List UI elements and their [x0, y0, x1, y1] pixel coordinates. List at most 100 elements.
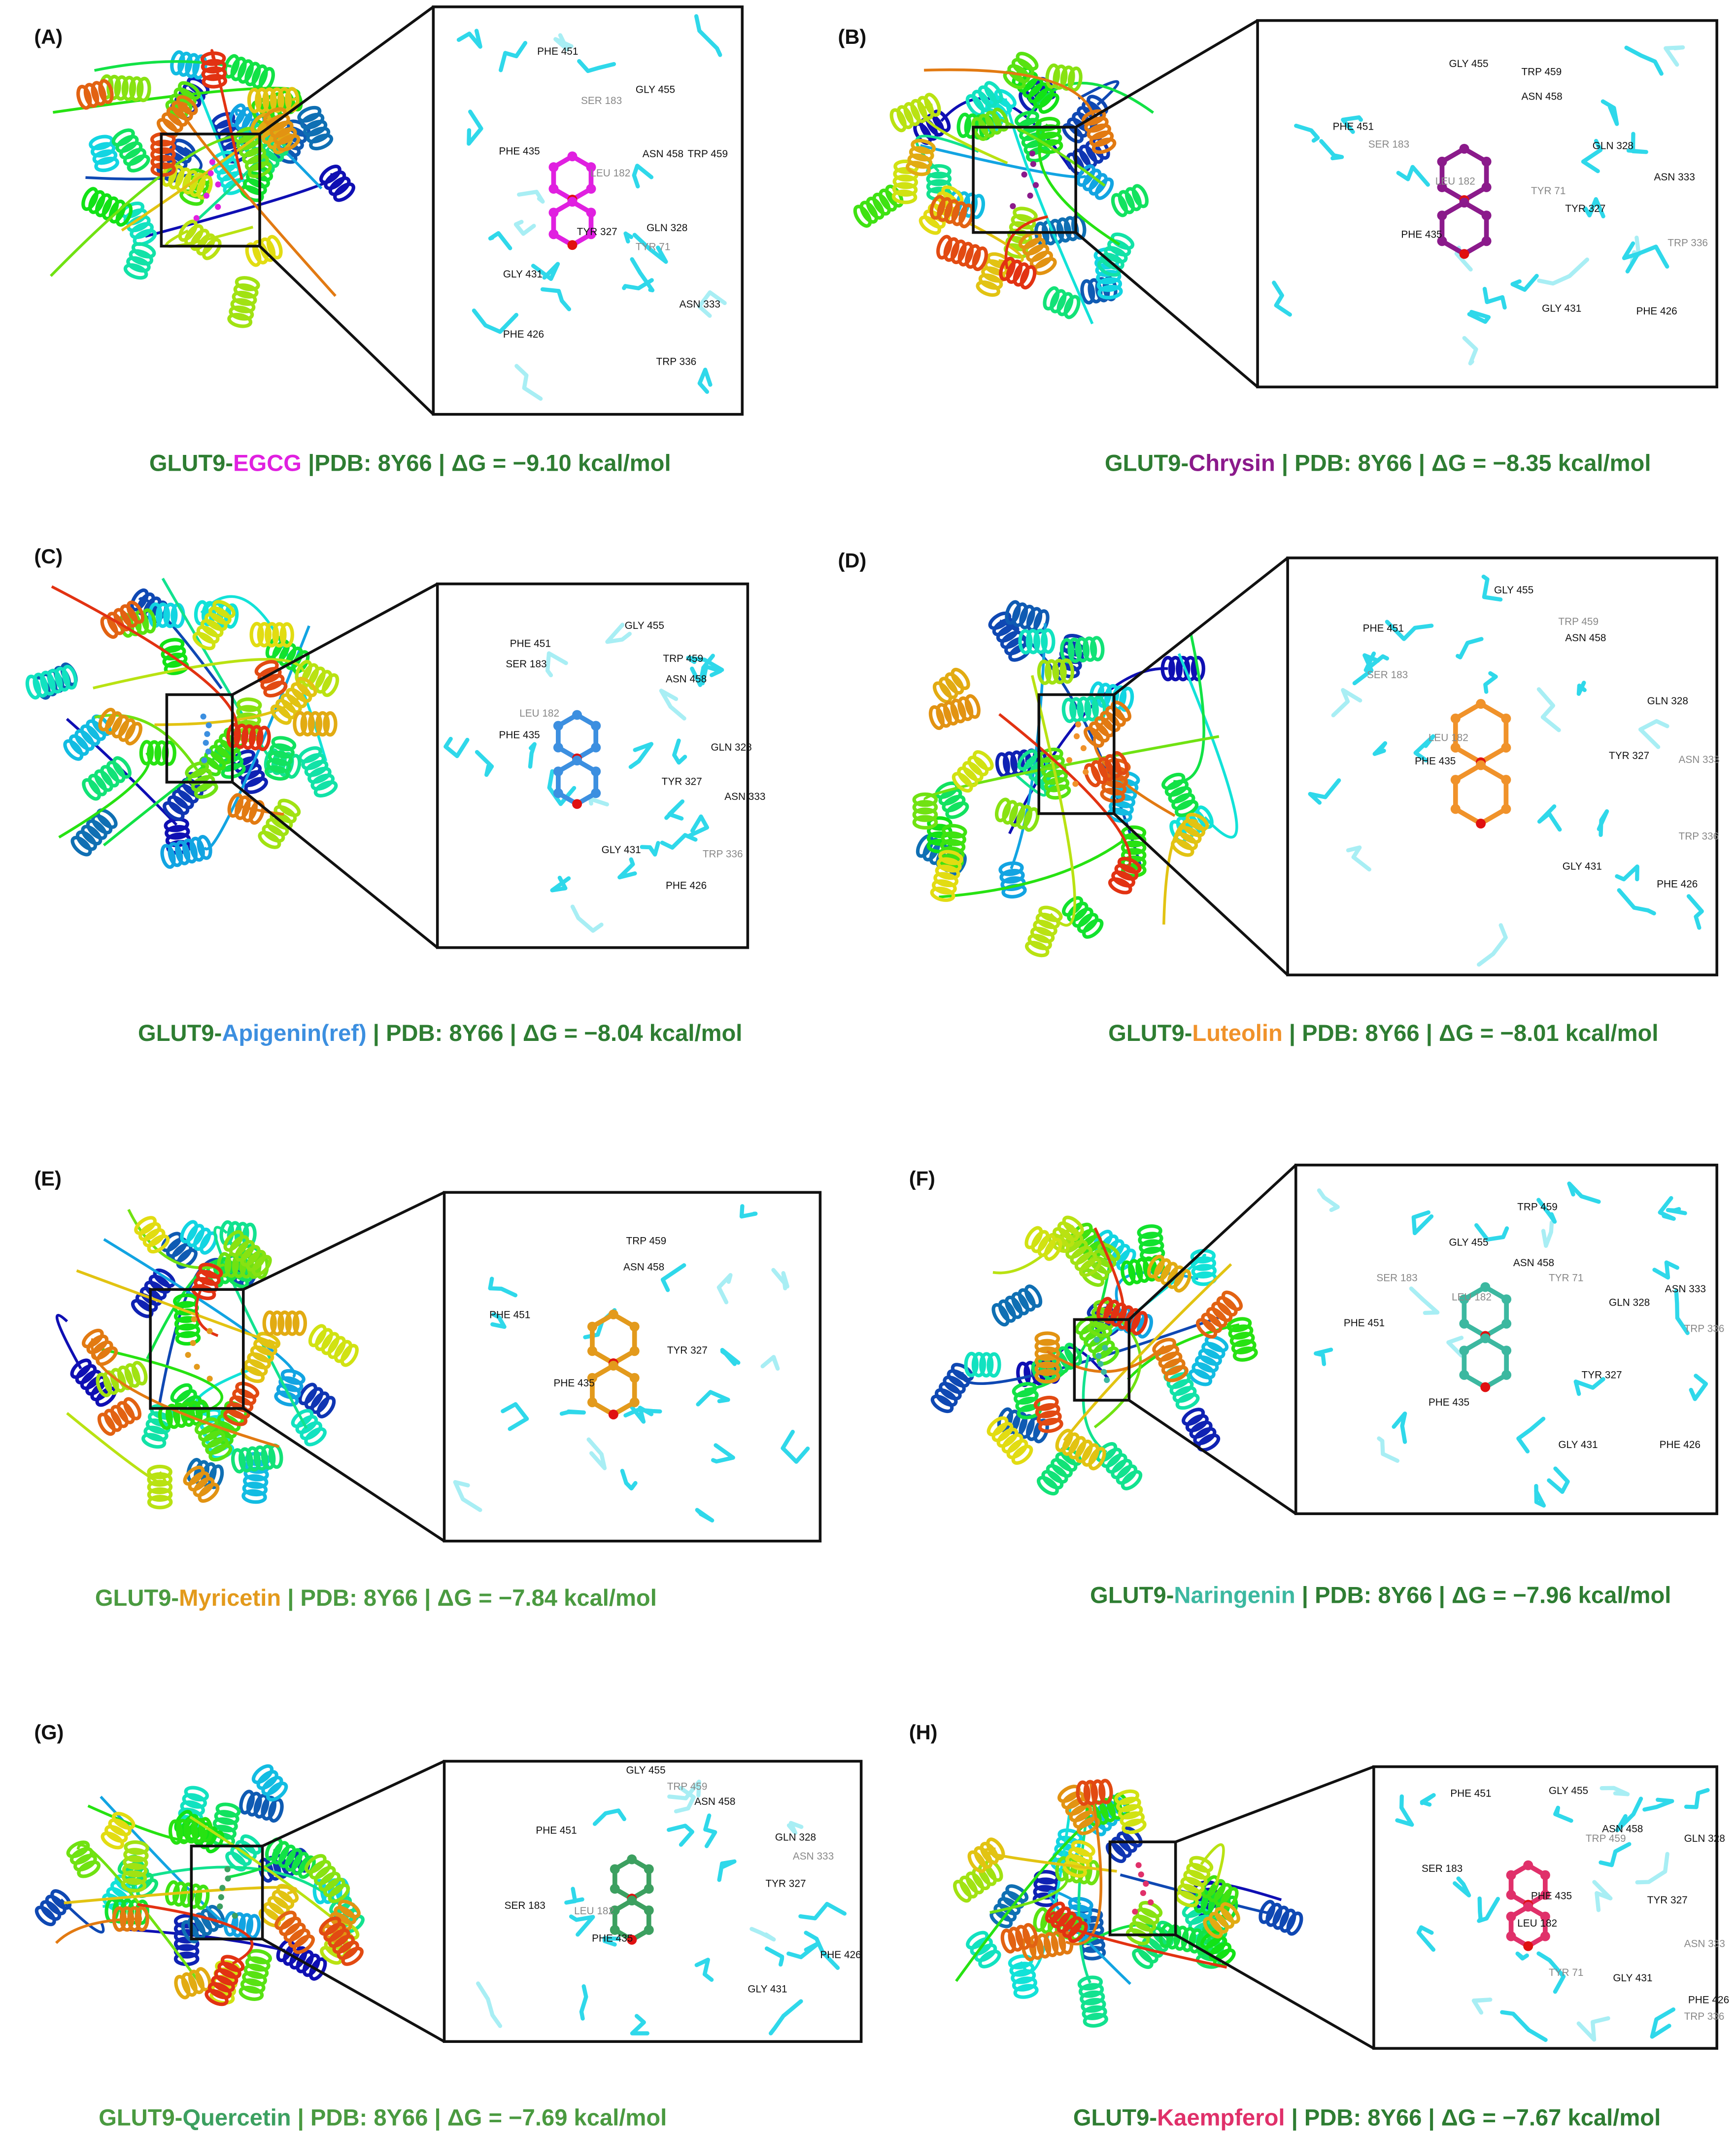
helix-turn [1121, 1260, 1136, 1286]
helix-turn [80, 724, 101, 746]
residue-stick [1537, 257, 1590, 286]
helix-turn [1189, 1420, 1213, 1439]
helix-turn [996, 1427, 1019, 1448]
residue-stick [1615, 864, 1639, 882]
helix-turn [1089, 173, 1108, 196]
helix-turn [1006, 259, 1023, 284]
helix-turn [978, 1950, 1001, 1968]
residue-stick [1456, 637, 1484, 659]
helix-turn [150, 162, 176, 177]
helix-turn [1056, 292, 1074, 316]
loop [50, 134, 245, 277]
ligand-atom [1075, 721, 1082, 727]
helix-turn [91, 81, 106, 106]
helix-turn [163, 801, 185, 821]
helix-turn [327, 1336, 346, 1359]
helix-turn [1094, 177, 1114, 200]
helix-turn [1011, 1445, 1033, 1465]
helix-turn [115, 203, 133, 227]
helix-turn [1017, 71, 1038, 93]
helix-turn [332, 1934, 355, 1954]
helix-turn [212, 1817, 238, 1832]
helix-turn [188, 1471, 210, 1491]
helix-turn [186, 1224, 205, 1247]
helix-turn [274, 1910, 297, 1930]
ligand-atom [1148, 1899, 1154, 1905]
helix-turn [88, 774, 107, 796]
helix-turn [959, 1875, 978, 1898]
residue-label: PHE 426 [1688, 1995, 1729, 2006]
helix-turn [285, 1310, 300, 1336]
helix-turn [1121, 840, 1147, 855]
residue-label: GLY 455 [626, 1764, 665, 1776]
helix-turn [217, 1252, 232, 1277]
residue-stick [1477, 1896, 1483, 1923]
helix-turn [1106, 1453, 1127, 1474]
loop [1048, 1890, 1131, 1985]
helix-turn [223, 1230, 244, 1252]
residue-stick [531, 262, 560, 281]
helix-turn [318, 1871, 341, 1892]
helix-turn [180, 1220, 198, 1243]
residue-stick [739, 1204, 758, 1219]
ligand-atom [203, 739, 209, 746]
residue-stick [695, 1508, 715, 1523]
loop [60, 1898, 105, 1934]
helix-turn [188, 1969, 205, 1995]
helix-turn [34, 1905, 56, 1927]
helix-turn [1175, 1393, 1200, 1410]
helix-turn [243, 1359, 268, 1377]
ligand-atom [586, 229, 596, 240]
helix-turn [951, 667, 970, 690]
ligand-atom [215, 181, 221, 188]
residue-stick [1294, 123, 1320, 143]
helix-turn [95, 193, 112, 217]
helix-turn [121, 75, 136, 102]
ligand-atom [644, 1905, 654, 1916]
loop [1200, 1843, 1225, 1886]
residue-stick [545, 651, 568, 678]
helix-turn [304, 759, 329, 777]
residue-label: LEU 182 [574, 1905, 614, 1917]
connector [231, 781, 439, 949]
helix-turn [1259, 1899, 1276, 1924]
helix-turn [1035, 912, 1060, 930]
caption-ligand: Naringenin [1174, 1582, 1295, 1608]
zoom-region [972, 126, 1077, 234]
helix-turn [83, 83, 100, 108]
loop [920, 144, 1088, 178]
helix-turn [185, 53, 200, 78]
helix-turn [1077, 913, 1099, 933]
helix-turn [1067, 637, 1082, 663]
helix-turn [249, 800, 265, 825]
caption-ligand: EGCG [233, 450, 302, 476]
ligand-atom [567, 151, 578, 162]
helix-turn [1138, 1232, 1163, 1247]
residue-label: PHE 451 [536, 1825, 577, 1836]
helix-turn [1037, 659, 1052, 685]
helix-turn [301, 753, 325, 770]
residue-stick [622, 278, 654, 291]
helix-turn [273, 805, 297, 824]
helix-turn [208, 1444, 233, 1462]
loop [235, 804, 284, 816]
helix-turn [190, 229, 210, 251]
ligand-atom [587, 1346, 597, 1356]
residue-stick [1534, 1484, 1546, 1508]
ligand-atom [1135, 1862, 1142, 1868]
helix-turn [1105, 1842, 1126, 1864]
helix-turn [260, 674, 285, 691]
ligand-atom [185, 1351, 191, 1358]
helix-turn [1119, 687, 1134, 712]
ligand-atom [1030, 161, 1036, 167]
ligand-atom [629, 1397, 640, 1408]
helix-turn [1017, 749, 1038, 771]
helix-turn [1092, 1340, 1115, 1360]
caption: GLUT9-Myricetin | PDB: 8Y66 | ΔG = −7.84… [95, 1585, 657, 1612]
helix-turn [1167, 1265, 1185, 1289]
caption: GLUT9-Quercetin | PDB: 8Y66 | ΔG = −7.69… [99, 2105, 667, 2131]
residue-label: TYR 327 [667, 1345, 708, 1356]
helix-turn [1214, 1907, 1235, 1929]
ligand-atom [608, 1409, 618, 1419]
helix-turn [1154, 1258, 1172, 1282]
